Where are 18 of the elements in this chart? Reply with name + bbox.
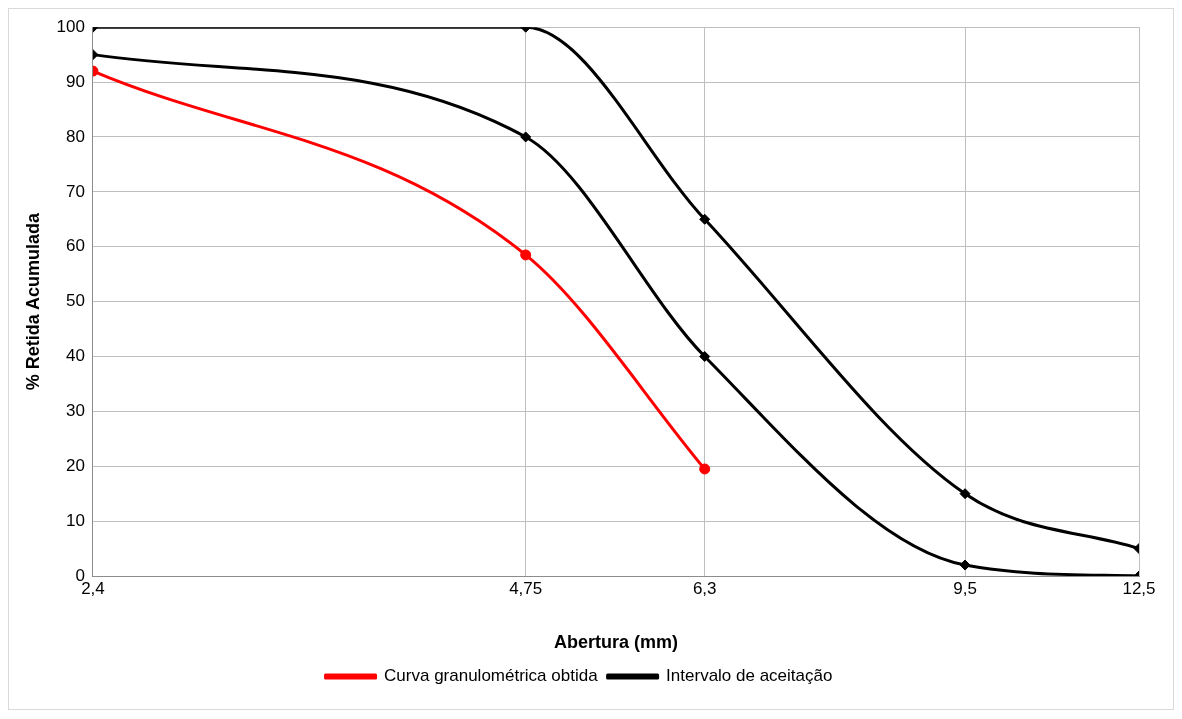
legend-label: Curva granulométrica obtida: [384, 666, 599, 686]
x-tick-label: 4,75: [509, 578, 543, 598]
y-tick-label: 60: [66, 236, 85, 256]
y-tick-label: 40: [66, 346, 85, 366]
x-tick-label: 9,5: [953, 578, 977, 598]
y-tick-label: 80: [66, 126, 85, 146]
y-axis-title: % Retida Acumulada: [22, 211, 43, 391]
x-tick-label: 6,3: [692, 578, 717, 598]
y-tick-label: 100: [56, 16, 85, 36]
y-tick-label: 50: [66, 291, 85, 311]
x-tick-label: 12,5: [1122, 578, 1156, 598]
y-tick-label: 90: [66, 71, 85, 91]
legend-label: Intervalo de aceitação: [666, 666, 833, 686]
y-tick-label: 30: [66, 401, 85, 421]
y-tick-label: 10: [66, 510, 85, 530]
y-tick-label: 70: [66, 181, 85, 201]
y-tick-label: 20: [66, 455, 85, 475]
x-axis-title: Abertura (mm): [553, 632, 678, 653]
